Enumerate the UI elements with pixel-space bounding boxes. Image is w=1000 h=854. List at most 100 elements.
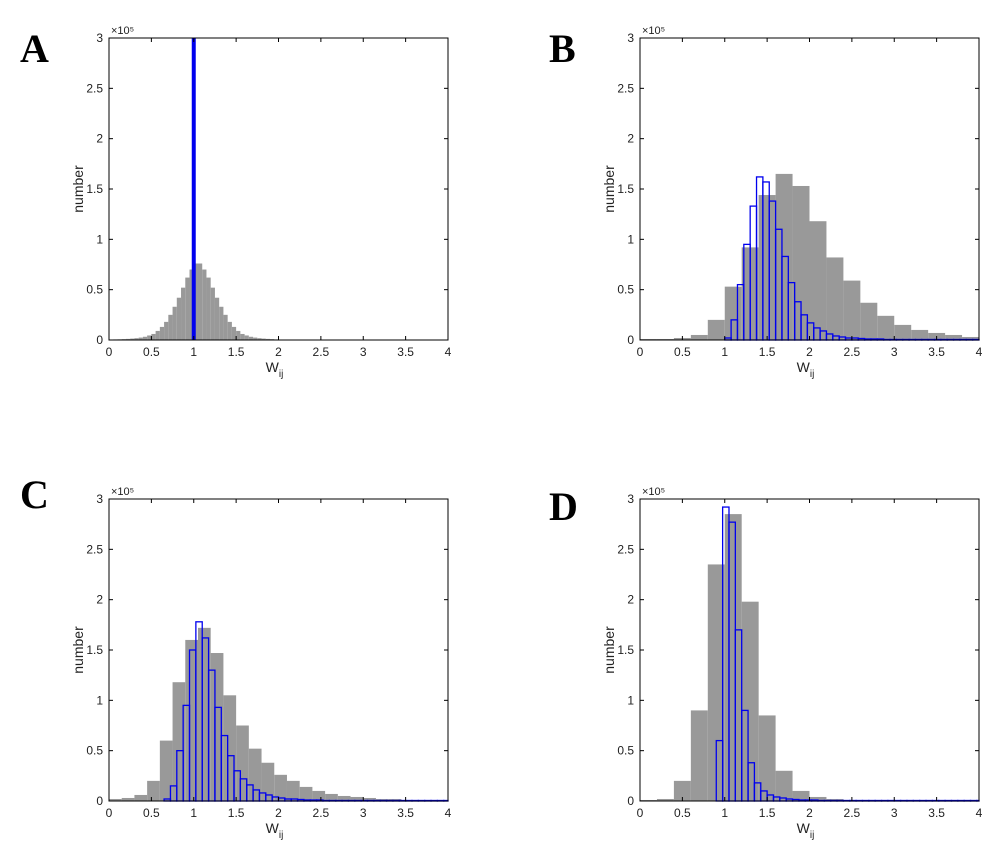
- histogram-bar: [792, 790, 810, 801]
- histogram-bar: [172, 306, 177, 340]
- y-tick-label: 3: [627, 492, 634, 506]
- panel-letter: C: [20, 472, 49, 517]
- histogram-bar: [240, 333, 245, 340]
- histogram-bar: [656, 798, 674, 801]
- x-tick-label: 2: [806, 806, 813, 820]
- y-axis-label: number: [601, 626, 617, 674]
- histogram-bar: [860, 302, 878, 340]
- histogram-bar: [337, 795, 351, 801]
- histogram-bar: [231, 326, 237, 340]
- x-tick-label: 0: [106, 345, 113, 359]
- x-tick-label: 2: [806, 345, 813, 359]
- x-tick-label: 3: [891, 806, 898, 820]
- histogram-bar: [155, 330, 160, 340]
- histogram-bar: [299, 786, 313, 801]
- histogram-bar: [707, 564, 725, 801]
- histogram-bar: [724, 286, 742, 340]
- histogram-bar: [159, 326, 165, 340]
- x-tick-label: 0.5: [143, 345, 160, 359]
- y-tick-label: 0.5: [86, 744, 103, 758]
- panel-c: C 0 0.5 1 1.5 2 2.5 3 3.5 4 0 0.5 1 1.5 2 2.5 3 ×10⁵ numbe…: [20, 472, 452, 841]
- x-tick-label: 4: [445, 345, 452, 359]
- x-tick-label: 3: [891, 345, 898, 359]
- x-axis-label: Wij: [797, 820, 815, 841]
- x-tick-label: 3.5: [928, 806, 945, 820]
- histogram-bar: [690, 334, 708, 340]
- histogram-bar: [962, 336, 979, 340]
- x-tick-label: 0: [637, 345, 644, 359]
- x-tick-label: 1.5: [228, 345, 245, 359]
- histogram-bar: [690, 710, 708, 801]
- y-tick-label: 0.5: [617, 283, 634, 297]
- histogram-bar: [181, 287, 186, 340]
- x-axis-label: Wij: [266, 359, 284, 380]
- x-tick-label: 2.5: [313, 806, 330, 820]
- x-tick-label: 0.5: [674, 806, 691, 820]
- x-tick-label: 2: [275, 345, 282, 359]
- panel-letter: B: [549, 26, 576, 71]
- y-tick-label: 0.5: [617, 744, 634, 758]
- panel-a: A 0 0.5 1 1.5 2 2.5 3 3.5 4 0 0.5 1 1.5 2 2.5 3 ×10⁵ numbe…: [20, 25, 452, 380]
- y-tick-label: 1: [96, 232, 103, 246]
- x-tick-label: 2: [275, 806, 282, 820]
- histogram-bar: [809, 796, 827, 801]
- histogram-bar: [223, 695, 237, 801]
- plot-area: [109, 38, 448, 340]
- x-axis-label-subscript: ij: [810, 369, 814, 380]
- histogram-bar: [197, 627, 211, 801]
- x-tick-label: 0.5: [674, 345, 691, 359]
- histogram-bar: [159, 740, 173, 801]
- y-tick-label: 0: [627, 333, 634, 347]
- histogram-bar: [758, 715, 776, 801]
- histogram-bar: [274, 774, 287, 801]
- histogram-bar: [134, 794, 148, 801]
- x-axis-label-main: W: [266, 820, 280, 836]
- x-axis-label-main: W: [266, 359, 280, 375]
- histogram-bar: [945, 334, 963, 340]
- histogram-bar: [350, 796, 364, 801]
- x-tick-label: 1.5: [759, 345, 776, 359]
- y-tick-label: 0.5: [86, 283, 103, 297]
- y-tick-label: 2: [96, 132, 103, 146]
- x-axis-label-subscript: ij: [279, 369, 283, 380]
- x-tick-label: 4: [976, 345, 983, 359]
- histogram-bar: [172, 682, 186, 801]
- x-axis-label-main: W: [797, 359, 811, 375]
- histogram-bar: [741, 601, 759, 801]
- y-tick-label: 2: [96, 593, 103, 607]
- histogram-bar: [253, 337, 258, 340]
- histogram-bar: [193, 263, 198, 340]
- y-multiplier-label: ×10⁵: [642, 25, 665, 37]
- y-tick-label: 0: [627, 794, 634, 808]
- histogram-bar: [151, 333, 156, 340]
- histogram-bar: [130, 338, 135, 340]
- histogram-bar: [227, 321, 232, 340]
- histogram-bar: [236, 725, 249, 801]
- x-tick-label: 2.5: [313, 345, 330, 359]
- y-tick-label: 1.5: [86, 182, 103, 196]
- histogram-bar: [261, 762, 275, 801]
- y-tick-label: 2.5: [86, 542, 103, 556]
- x-tick-label: 3.5: [397, 806, 414, 820]
- y-tick-label: 3: [627, 31, 634, 45]
- y-axis-label: number: [601, 165, 617, 213]
- y-tick-label: 2.5: [86, 81, 103, 95]
- histogram-bar: [223, 314, 228, 340]
- x-tick-label: 4: [976, 806, 983, 820]
- x-tick-label: 1: [721, 806, 728, 820]
- y-axis-label: number: [70, 626, 86, 674]
- y-multiplier-label: ×10⁵: [642, 486, 665, 498]
- x-tick-label: 0.5: [143, 806, 160, 820]
- histogram-bar: [325, 793, 338, 801]
- y-tick-label: 1.5: [617, 643, 634, 657]
- histogram-bar: [775, 770, 793, 801]
- x-tick-label: 3.5: [397, 345, 414, 359]
- y-tick-label: 1: [627, 693, 634, 707]
- x-axis-label-subscript: ij: [810, 830, 814, 841]
- y-axis-label: number: [70, 165, 86, 213]
- histogram-bar: [248, 748, 262, 801]
- histogram-bar: [758, 195, 776, 340]
- y-tick-label: 1: [96, 693, 103, 707]
- histogram-bar: [168, 314, 173, 340]
- histogram-bar: [911, 329, 929, 340]
